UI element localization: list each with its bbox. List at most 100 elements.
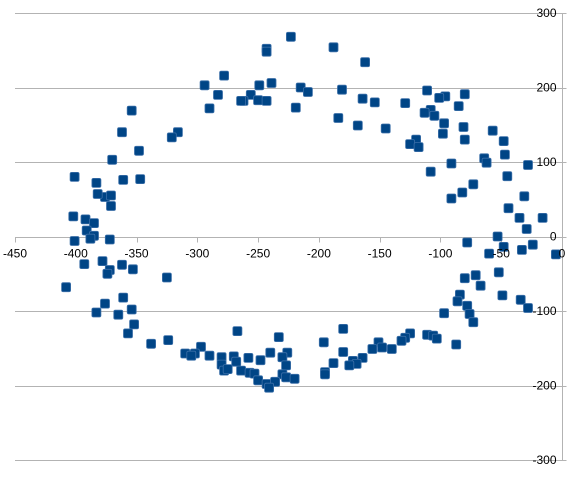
data-point (106, 201, 116, 211)
x-tick-label: -100 (428, 247, 452, 261)
data-point (357, 93, 368, 104)
y-tick-label: 100 (536, 155, 556, 169)
y-tick-label: -300 (532, 453, 556, 467)
data-point (458, 122, 469, 132)
data-point (434, 93, 445, 103)
x-tick-label: -400 (64, 247, 88, 261)
data-point (253, 375, 264, 386)
data-point (104, 234, 115, 245)
y-axis-tick-labels: 300 200 100 0 -100 -200 -300 (532, 6, 556, 467)
data-point (100, 298, 110, 309)
data-point (163, 335, 174, 346)
data-point (437, 128, 448, 139)
data-point (503, 203, 514, 214)
data-point (419, 107, 430, 118)
data-point (475, 280, 486, 291)
data-point (328, 42, 339, 53)
data-point (281, 372, 292, 383)
data-point (425, 166, 436, 177)
data-point (459, 273, 470, 284)
data-point (462, 300, 473, 311)
data-point (204, 350, 215, 361)
data-point (92, 189, 103, 199)
data-point (367, 344, 378, 354)
data-point (79, 259, 90, 270)
data-point (470, 270, 481, 281)
data-point (97, 256, 108, 267)
data-point (344, 360, 355, 371)
data-point (219, 70, 230, 81)
data-point (123, 328, 133, 339)
data-point (453, 101, 464, 111)
x-axis-tick-labels: -450 -400 -350 -300 -250 -200 -150 -100 -50 0 (3, 247, 566, 261)
data-point (199, 80, 210, 91)
data-point (481, 157, 492, 168)
x-tick-label: -350 (125, 247, 149, 261)
y-tick-label: -100 (532, 304, 556, 318)
data-point (462, 237, 473, 248)
x-tick-label: -450 (3, 247, 27, 261)
data-point (537, 212, 548, 223)
data-point (451, 339, 462, 350)
data-point (277, 352, 288, 363)
data-point (338, 347, 349, 357)
data-point (89, 218, 99, 229)
data-point (186, 350, 197, 361)
data-point (484, 248, 495, 259)
x-tick-label: -50 (493, 247, 511, 261)
x-tick-label: -150 (368, 247, 392, 261)
data-point (446, 193, 457, 204)
data-point (386, 344, 397, 354)
data-point (118, 174, 129, 185)
data-point (523, 303, 533, 313)
data-point (91, 177, 102, 188)
data-point (135, 174, 146, 185)
data-point (261, 46, 272, 57)
data-point (439, 308, 450, 319)
data-point (487, 125, 498, 136)
data-point (439, 118, 450, 129)
y-tick-label: -200 (532, 379, 556, 393)
data-point (222, 364, 233, 375)
data-point (85, 233, 96, 244)
data-point (231, 356, 242, 367)
data-point (352, 120, 363, 131)
data-point (236, 365, 247, 376)
data-point (457, 187, 468, 198)
data-point (236, 96, 247, 106)
data-point (431, 333, 442, 344)
data-point (127, 264, 138, 275)
x-tick-label: 0 (559, 247, 566, 261)
data-point (337, 84, 347, 95)
x-tick-label: -200 (307, 247, 331, 261)
data-point (380, 123, 391, 134)
data-point (468, 179, 479, 190)
data-point (498, 241, 509, 252)
x-tick-label: -250 (246, 247, 270, 261)
data-point (264, 382, 275, 393)
data-point (80, 214, 91, 225)
data-point (493, 267, 504, 278)
data-point (261, 96, 272, 106)
data-point (61, 282, 71, 293)
gridlines (15, 13, 562, 461)
data-point (266, 78, 277, 88)
data-point (117, 259, 127, 270)
data-point (413, 142, 424, 153)
data-point (497, 290, 508, 301)
data-point (129, 319, 140, 330)
data-point (452, 296, 463, 307)
data-point (243, 352, 254, 363)
data-point (69, 236, 80, 246)
data-point (519, 191, 530, 202)
data-point (333, 113, 344, 123)
data-point (328, 358, 339, 369)
data-point (265, 347, 276, 358)
data-point (492, 231, 503, 242)
data-point (253, 95, 264, 106)
data-point (515, 294, 526, 305)
data-point (400, 98, 411, 108)
y-tick-label: 0 (550, 230, 557, 244)
data-point (134, 145, 144, 156)
